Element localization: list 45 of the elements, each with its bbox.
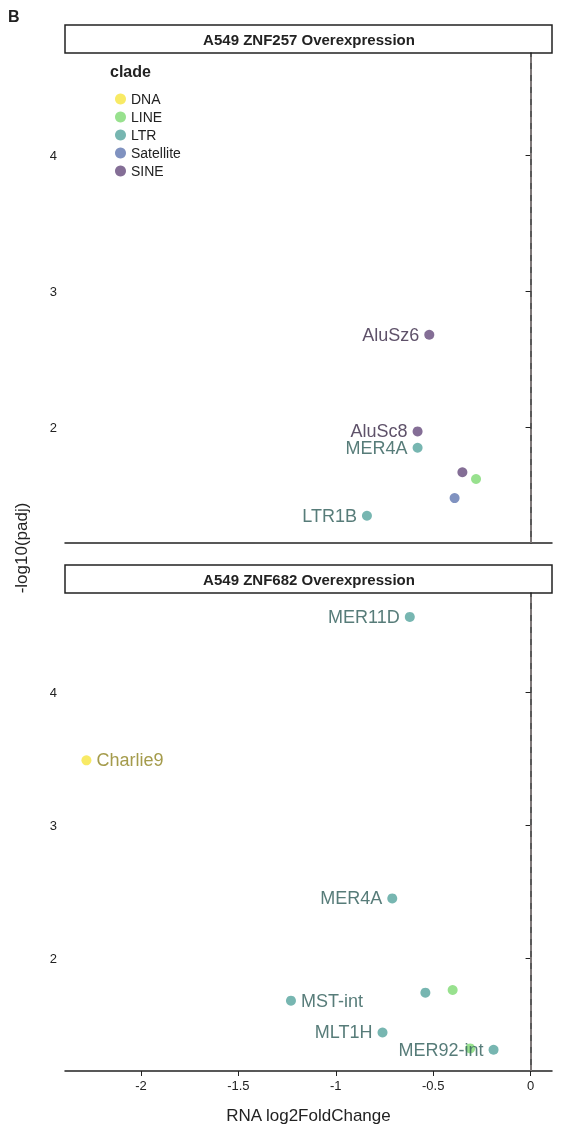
point	[457, 467, 468, 478]
y-tick-label: 4	[49, 685, 57, 701]
point	[361, 510, 372, 521]
data-label: MER11D	[328, 606, 400, 627]
legend-label: LTR	[131, 127, 157, 143]
point	[420, 987, 431, 998]
y-tick-label: 2	[49, 419, 57, 435]
x-tick-label: -1	[329, 1078, 342, 1093]
point	[424, 329, 435, 340]
legend-label: SINE	[131, 163, 164, 179]
data-label: MST-int	[300, 990, 363, 1011]
chart-title: A549 ZNF257 Overexpression	[203, 30, 415, 48]
y-tick-label: 2	[49, 950, 57, 966]
x-tick-label: -2	[135, 1078, 147, 1093]
y-tick-label: 4	[49, 147, 57, 163]
data-label: MLT1H	[314, 1022, 373, 1043]
legend-title: clade	[110, 62, 152, 80]
data-label: AluSz6	[362, 324, 420, 345]
point	[412, 426, 423, 437]
point	[285, 995, 296, 1006]
chart-title: A549 ZNF682 Overexpression	[203, 570, 415, 588]
y-axis-title: -log10(padj)	[12, 502, 32, 594]
point	[488, 1044, 499, 1055]
point	[412, 442, 423, 453]
y-tick-label: 3	[49, 283, 57, 299]
point	[377, 1027, 388, 1038]
x-tick-label: -1.5	[227, 1078, 250, 1093]
legend-label: LINE	[131, 109, 163, 125]
point	[404, 611, 415, 622]
point	[471, 474, 482, 485]
data-label: MER92-int	[398, 1039, 484, 1060]
legend-label: DNA	[131, 91, 162, 107]
x-tick-label: -0.5	[421, 1078, 445, 1093]
point	[449, 493, 460, 504]
point	[387, 893, 398, 904]
data-label: Charlie9	[96, 750, 164, 771]
x-tick-label: 0	[526, 1078, 535, 1093]
data-label: LTR1B	[302, 505, 357, 526]
text: B	[8, 7, 20, 25]
point	[81, 755, 92, 766]
legend-label: Satellite	[131, 145, 182, 161]
data-label: MER4A	[320, 888, 383, 909]
x-axis-title: RNA log2FoldChange	[226, 1106, 391, 1125]
point	[447, 985, 458, 995]
y-tick-label: 3	[49, 817, 57, 833]
